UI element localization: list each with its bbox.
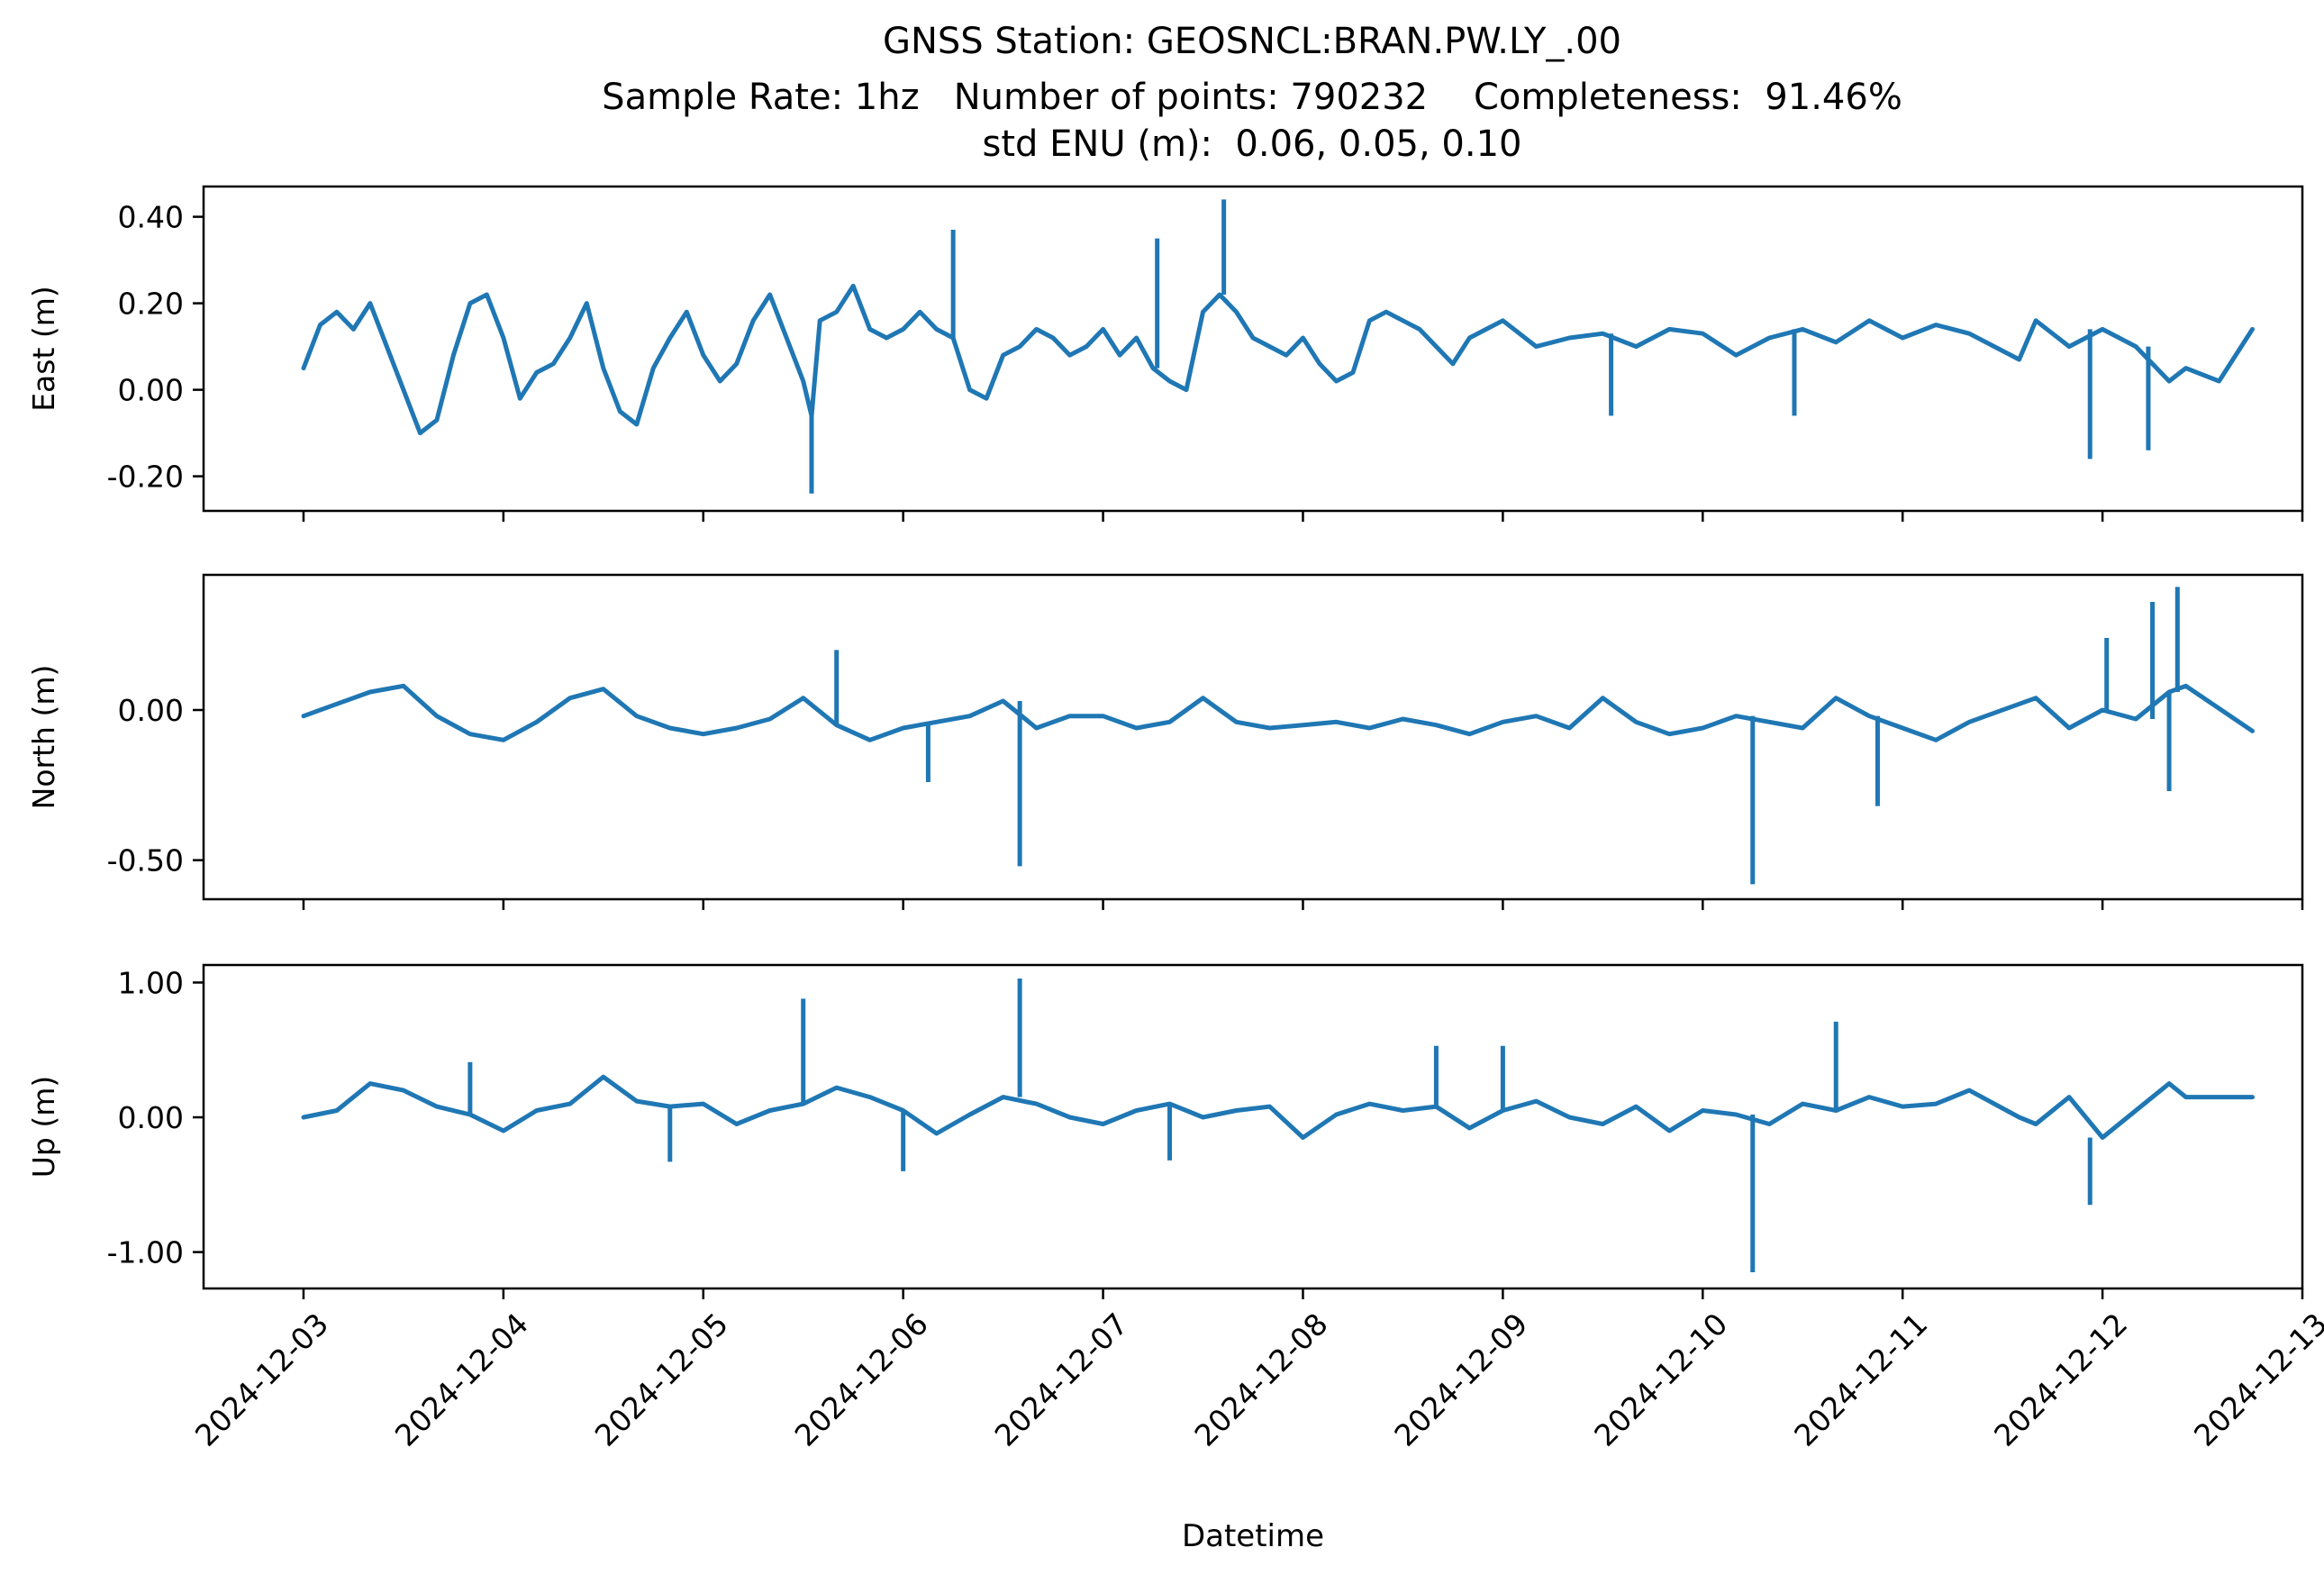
up-ytick-label-0: -1.00 — [107, 1235, 184, 1270]
up-ytick-label-2: 1.00 — [118, 965, 184, 1000]
up-xtick-label-6: 2024-12-09 — [1387, 1306, 1534, 1453]
east-ylabel: East (m) — [26, 286, 61, 412]
east-ytick-label-2: 0.20 — [118, 287, 184, 322]
north-axes-frame — [202, 573, 2304, 901]
east-ytick-label-1: 0.00 — [118, 373, 184, 408]
east-series-line — [301, 283, 2255, 436]
up-xtick-label-3: 2024-12-06 — [788, 1306, 935, 1453]
up-series-line — [301, 1074, 2255, 1140]
north-ylabel: North (m) — [26, 665, 61, 810]
east-ytick-label-0: -0.20 — [107, 460, 184, 495]
up-xtick-label-2: 2024-12-05 — [588, 1306, 735, 1453]
up-xtick-label-7: 2024-12-10 — [1587, 1306, 1734, 1453]
chart-title-station: GNSS Station: GEOSNCL:BRAN.PW.LY_.00 — [883, 21, 1621, 62]
east-ytick-label-3: 0.40 — [118, 200, 184, 235]
up-xtick-label-8: 2024-12-11 — [1787, 1306, 1934, 1453]
chart-title-std: std ENU (m): 0.06, 0.05, 0.10 — [982, 123, 1522, 165]
north-series-line — [301, 683, 2255, 742]
up-ytick-label-1: 0.00 — [118, 1100, 184, 1135]
up-xtick-label-1: 2024-12-04 — [388, 1306, 535, 1453]
chart-title-stats: Sample Rate: 1hz Number of points: 79023… — [602, 77, 1902, 118]
up-ylabel: Up (m) — [26, 1076, 61, 1179]
east-axes-frame — [202, 185, 2304, 513]
up-xlabel: Datetime — [1182, 1518, 1324, 1554]
up-xtick-label-5: 2024-12-08 — [1187, 1306, 1334, 1453]
north-ytick-label-0: -0.50 — [107, 843, 184, 879]
up-xtick-label-4: 2024-12-07 — [988, 1306, 1135, 1453]
north-ytick-label-1: 0.00 — [118, 693, 184, 728]
up-axes-frame — [202, 963, 2304, 1290]
up-xtick-label-10: 2024-12-13 — [2187, 1306, 2324, 1453]
up-xtick-label-0: 2024-12-03 — [188, 1306, 335, 1453]
up-xtick-label-9: 2024-12-12 — [1987, 1306, 2134, 1453]
